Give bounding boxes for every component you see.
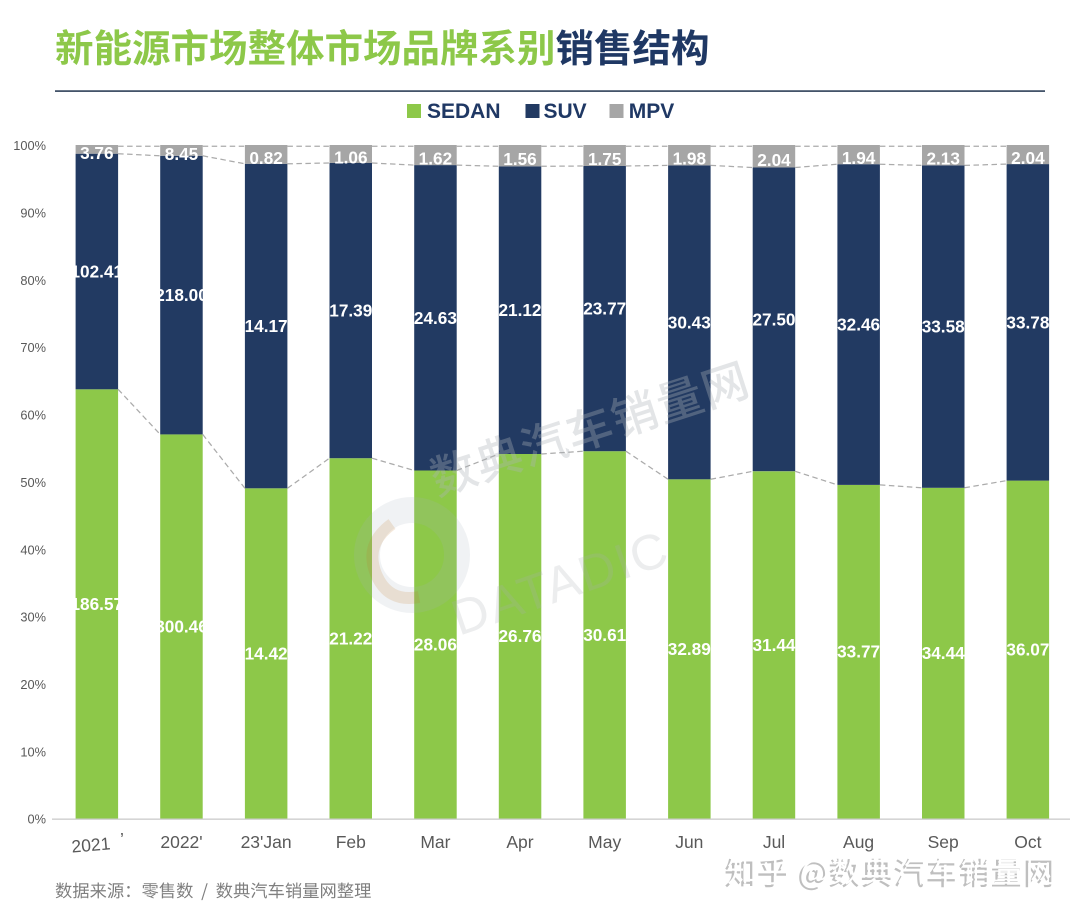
svg-text:40%: 40% <box>20 542 46 557</box>
svg-text:186.57: 186.57 <box>71 594 124 614</box>
svg-text:90%: 90% <box>20 206 46 221</box>
svg-text:3.76: 3.76 <box>80 143 113 163</box>
svg-text:100%: 100% <box>13 138 46 153</box>
svg-text:Apr: Apr <box>506 832 533 852</box>
svg-text:1.98: 1.98 <box>673 149 707 169</box>
svg-text:10%: 10% <box>20 744 46 759</box>
svg-text:31.44: 31.44 <box>752 635 795 655</box>
svg-text:30.43: 30.43 <box>668 312 711 332</box>
svg-text:8.45: 8.45 <box>165 144 199 164</box>
svg-text:21.12: 21.12 <box>498 300 541 320</box>
svg-text:36.07: 36.07 <box>1006 640 1049 660</box>
svg-text:1.75: 1.75 <box>588 149 622 169</box>
svg-text:27.50: 27.50 <box>752 309 795 329</box>
svg-text:21.22: 21.22 <box>329 628 372 648</box>
svg-text:1.62: 1.62 <box>419 149 452 169</box>
svg-text:33.58: 33.58 <box>922 317 965 337</box>
svg-text:60%: 60% <box>20 408 46 423</box>
svg-text:2.04: 2.04 <box>1011 148 1045 168</box>
svg-text:17.39: 17.39 <box>329 301 372 321</box>
svg-text:Feb: Feb <box>336 832 366 852</box>
svg-text:70%: 70% <box>20 340 46 355</box>
svg-text:’: ’ <box>120 829 124 849</box>
svg-text:14.17: 14.17 <box>245 316 288 336</box>
svg-text:102.41: 102.41 <box>71 262 124 282</box>
svg-text:20%: 20% <box>20 677 46 692</box>
svg-text:SEDAN: SEDAN <box>427 100 501 123</box>
svg-text:0.82: 0.82 <box>249 148 282 168</box>
svg-text:14.42: 14.42 <box>245 643 288 663</box>
svg-text:2.04: 2.04 <box>757 150 791 170</box>
svg-text:28.06: 28.06 <box>414 635 457 655</box>
svg-text:Aug: Aug <box>843 832 874 852</box>
svg-text:Jul: Jul <box>763 832 785 852</box>
svg-text:Jun: Jun <box>675 832 703 852</box>
svg-text:2021: 2021 <box>71 833 112 856</box>
svg-text:24.63: 24.63 <box>414 308 457 328</box>
svg-text:33.78: 33.78 <box>1006 312 1049 332</box>
svg-text:Mar: Mar <box>420 832 450 852</box>
svg-text:2022': 2022' <box>160 832 202 852</box>
svg-text:2.13: 2.13 <box>926 149 959 169</box>
svg-text:30%: 30% <box>20 610 46 625</box>
svg-text:300.46: 300.46 <box>155 617 208 637</box>
svg-text:Oct: Oct <box>1014 832 1041 852</box>
svg-text:218.00: 218.00 <box>155 285 208 305</box>
svg-text:0%: 0% <box>28 812 47 827</box>
svg-text:32.46: 32.46 <box>837 315 880 335</box>
svg-text:50%: 50% <box>20 475 46 490</box>
svg-text:SUV: SUV <box>544 100 587 123</box>
svg-text:1.06: 1.06 <box>334 148 367 168</box>
svg-text:1.56: 1.56 <box>503 149 536 169</box>
svg-text:May: May <box>588 832 621 852</box>
svg-text:23.77: 23.77 <box>583 299 626 319</box>
svg-text:23'Jan: 23'Jan <box>241 832 292 852</box>
svg-text:MPV: MPV <box>629 100 675 123</box>
svg-text:Sep: Sep <box>928 832 959 852</box>
svg-text:1.94: 1.94 <box>842 148 876 168</box>
svg-text:32.89: 32.89 <box>668 639 711 659</box>
svg-text:80%: 80% <box>20 273 46 288</box>
svg-text:34.44: 34.44 <box>922 643 965 663</box>
svg-text:33.77: 33.77 <box>837 642 880 662</box>
svg-text:30.61: 30.61 <box>583 625 626 645</box>
